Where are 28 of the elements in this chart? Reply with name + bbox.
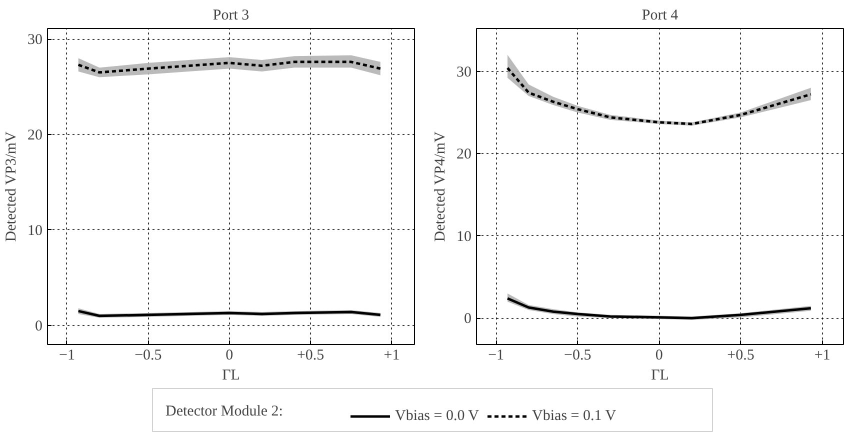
legend-label: Vbias = 0.1 V: [532, 408, 616, 424]
x-tick-label: −0.5: [134, 348, 162, 364]
y-tick-label: 20: [28, 127, 42, 144]
legend-label: Vbias = 0.0 V: [395, 408, 480, 424]
x-axis-title: ΓL: [222, 368, 240, 384]
y-axis-title: Detected VP3/mV: [4, 131, 20, 242]
legend-title: Detector Module 2:: [166, 404, 283, 420]
x-tick-label: +1: [384, 348, 400, 364]
chart-title: Port 3: [212, 8, 250, 24]
chart-title: Port 4: [642, 8, 679, 24]
y-tick-label: 10: [456, 228, 472, 245]
x-tick-label: 0: [655, 348, 663, 364]
y-tick-label: 30: [28, 32, 42, 48]
y-axis-title: Detected VP4/mV: [432, 131, 448, 242]
y-tick-label: 20: [456, 146, 472, 163]
x-tick-label: −1: [488, 348, 504, 364]
x-axis-title: ΓL: [651, 368, 669, 384]
line-series: [77, 60, 382, 74]
x-tick-label: −1: [59, 348, 75, 364]
y-tick-label: 10: [28, 222, 42, 239]
x-tick-label: −0.5: [564, 348, 592, 364]
x-tick-label: +1: [814, 348, 830, 364]
x-tick-label: +0.5: [727, 348, 754, 364]
y-tick-label: 30: [456, 64, 472, 80]
y-tick-label: 0: [464, 311, 472, 328]
y-tick-label: 0: [35, 318, 42, 334]
x-tick-label: +0.5: [296, 348, 324, 364]
x-tick-label: 0: [226, 348, 234, 364]
